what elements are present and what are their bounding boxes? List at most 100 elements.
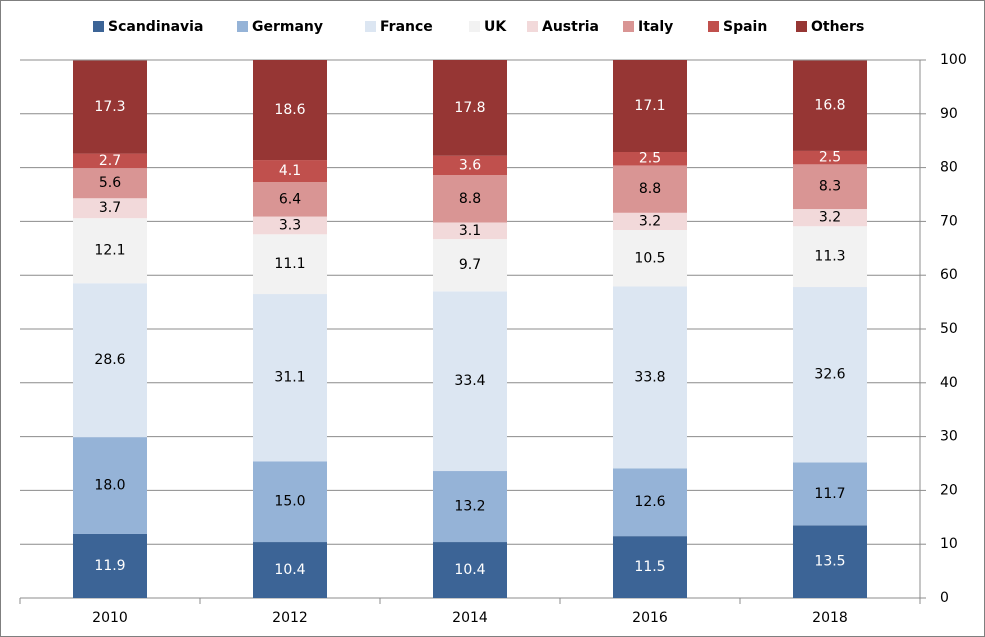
data-label: 13.2 xyxy=(454,499,485,515)
bar-segment xyxy=(793,209,867,227)
y-tick-label: 60 xyxy=(940,267,958,283)
legend: Scandinavia Germany France UK Austria Italy Sp… xyxy=(93,19,864,35)
y-tick-label: 20 xyxy=(940,482,958,498)
data-label: 11.5 xyxy=(634,559,665,575)
bar-segment xyxy=(613,151,687,166)
x-tick-label: 2014 xyxy=(452,610,488,626)
data-label: 10.4 xyxy=(274,562,305,578)
bar-segment xyxy=(73,283,147,438)
data-label: 18.0 xyxy=(94,478,125,494)
data-label: 28.6 xyxy=(94,352,125,368)
bar-segment xyxy=(793,226,867,288)
bar-segment xyxy=(253,234,327,295)
bar-segment xyxy=(793,164,867,210)
bar-segment xyxy=(253,294,327,462)
legend-swatch xyxy=(623,21,634,32)
bar-segment xyxy=(253,160,327,183)
data-label: 3.2 xyxy=(639,213,661,229)
data-label: 17.3 xyxy=(94,99,125,115)
data-label: 2.7 xyxy=(99,153,121,169)
data-label: 18.6 xyxy=(274,102,305,118)
bar-segment xyxy=(73,533,147,598)
bar-segment xyxy=(793,525,867,598)
bar-segment xyxy=(793,287,867,463)
data-label: 3.3 xyxy=(279,217,301,233)
data-label: 5.6 xyxy=(99,175,121,191)
bar-segment xyxy=(73,153,147,169)
data-label: 6.4 xyxy=(279,191,301,207)
data-label: 11.3 xyxy=(814,249,845,265)
data-label: 12.6 xyxy=(634,494,665,510)
legend-label: Italy xyxy=(638,19,673,35)
bar-segment xyxy=(253,216,327,235)
data-label: 8.8 xyxy=(459,191,481,207)
data-label: 11.9 xyxy=(94,558,125,574)
bar-segment xyxy=(253,461,327,543)
data-label: 17.8 xyxy=(454,100,485,116)
data-label: 11.1 xyxy=(274,256,305,272)
legend-swatch xyxy=(527,21,538,32)
data-label: 2.5 xyxy=(639,151,661,167)
data-label: 10.4 xyxy=(454,562,485,578)
bar-segment xyxy=(73,168,147,199)
data-label: 32.6 xyxy=(814,367,845,383)
y-tick-label: 40 xyxy=(940,375,958,391)
bar-segment xyxy=(433,60,507,156)
legend-label: UK xyxy=(484,19,507,35)
bar-segment xyxy=(613,286,687,469)
legend-label: Germany xyxy=(252,19,323,35)
y-tick-label: 80 xyxy=(940,160,958,176)
data-label: 33.4 xyxy=(454,373,485,389)
data-label: 10.5 xyxy=(634,250,665,266)
bar-segment xyxy=(433,471,507,543)
bar-segment xyxy=(73,218,147,284)
bar-segment xyxy=(433,222,507,240)
bar-segment xyxy=(433,291,507,472)
bar-segment xyxy=(613,60,687,152)
bar-segment xyxy=(433,175,507,223)
legend-label: Others xyxy=(811,19,864,35)
data-label: 15.0 xyxy=(274,494,305,510)
legend-swatch xyxy=(237,21,248,32)
x-tick-label: 2016 xyxy=(632,610,668,626)
y-tick-label: 30 xyxy=(940,429,958,445)
data-label: 3.1 xyxy=(459,223,481,239)
bar-segment xyxy=(433,155,507,176)
bar-segment xyxy=(433,542,507,598)
bar-segment xyxy=(73,198,147,219)
legend-label: Austria xyxy=(542,19,599,35)
legend-swatch xyxy=(708,21,719,32)
data-label: 3.6 xyxy=(459,157,481,173)
bar-segment xyxy=(73,437,147,534)
legend-swatch xyxy=(796,21,807,32)
bar-segment xyxy=(73,60,147,154)
y-tick-label: 100 xyxy=(940,52,967,68)
data-label: 4.1 xyxy=(279,163,301,179)
bar-segment xyxy=(793,150,867,165)
legend-label: Scandinavia xyxy=(108,19,203,35)
data-label: 12.1 xyxy=(94,243,125,259)
x-tick-label: 2010 xyxy=(92,610,128,626)
data-label: 33.8 xyxy=(634,369,665,385)
bar-segment xyxy=(613,468,687,537)
data-label: 17.1 xyxy=(634,98,665,114)
data-label: 3.7 xyxy=(99,200,121,216)
y-tick-label: 0 xyxy=(940,590,949,606)
data-label: 3.2 xyxy=(819,210,841,226)
bar-segment xyxy=(613,165,687,213)
y-tick-label: 10 xyxy=(940,536,958,552)
bar-segment xyxy=(253,60,327,161)
legend-swatch xyxy=(469,21,480,32)
bar-segment xyxy=(433,239,507,292)
x-tick-label: 2018 xyxy=(812,610,848,626)
y-tick-label: 90 xyxy=(940,106,958,122)
legend-swatch xyxy=(93,21,104,32)
bar-segment xyxy=(613,230,687,287)
y-tick-label: 50 xyxy=(940,321,958,337)
bar-segment xyxy=(253,542,327,598)
legend-label: France xyxy=(380,19,433,35)
bar-segment xyxy=(793,462,867,526)
data-label: 16.8 xyxy=(814,98,845,114)
data-label: 8.3 xyxy=(819,179,841,195)
